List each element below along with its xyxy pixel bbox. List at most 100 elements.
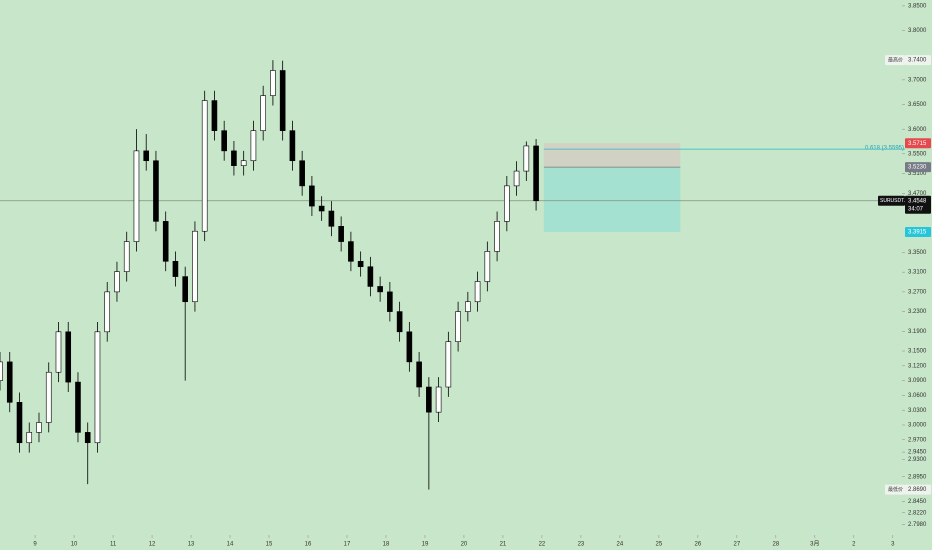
candle-body	[426, 386, 432, 413]
y-tick-label: 2.9300	[908, 457, 927, 463]
y-tick-label: 3.5500	[908, 151, 927, 157]
position-entry-label: 3.5230	[908, 165, 927, 171]
candle-body	[45, 371, 52, 423]
x-tick-label: 14	[227, 542, 234, 548]
low_marker-title: 最低价	[888, 486, 903, 493]
position-target-label: 3.3915	[908, 230, 927, 236]
y-tick-label: 3.8000	[908, 28, 927, 34]
candle-body	[172, 261, 179, 277]
candle-body	[357, 261, 364, 268]
candle-body	[250, 130, 257, 162]
y-tick-label: 3.3100	[908, 270, 927, 276]
y-tick-label: 2.8450	[908, 499, 927, 505]
x-tick-label: 15	[266, 542, 273, 548]
candle-body	[367, 266, 374, 287]
x-tick-label: 11	[110, 542, 117, 548]
fib-label: 0.618 (3.5595)	[865, 146, 904, 152]
candle-body	[455, 311, 461, 342]
x-tick-label: 16	[305, 542, 312, 548]
y-tick-label: 3.4700	[908, 191, 927, 197]
candle-body	[133, 150, 140, 242]
y-tick-label: 3.1900	[908, 329, 927, 335]
candle-body	[84, 432, 91, 444]
candle-body	[6, 361, 13, 403]
high_marker-box	[905, 55, 931, 66]
y-tick-label: 2.9700	[908, 437, 927, 443]
candle-body	[435, 386, 442, 413]
last-price-label: 3.4548	[908, 198, 927, 204]
low_marker-title-box	[885, 484, 905, 495]
candle-body	[201, 100, 208, 232]
candle-body	[192, 230, 198, 303]
candle-body	[26, 432, 33, 444]
candle-body	[494, 221, 500, 252]
y-tick-label: 2.7980	[908, 522, 927, 528]
y-tick-label: 3.0900	[908, 378, 927, 384]
high_marker-title: 最高价	[888, 56, 903, 63]
countdown: 34:07	[908, 206, 924, 212]
position-entry-box	[905, 162, 931, 173]
position-target-box	[905, 226, 931, 237]
candle-body	[445, 341, 452, 388]
x-tick-label: 22	[539, 542, 546, 548]
y-tick-label: 3.5100	[908, 171, 927, 177]
candle-body	[513, 170, 520, 187]
candle-body	[416, 361, 422, 388]
candle-body	[240, 160, 247, 166]
candle-body	[504, 185, 510, 222]
x-tick-label: 20	[461, 542, 468, 548]
x-tick-label: 27	[734, 542, 741, 548]
high_marker-label: 3.7400	[908, 58, 927, 64]
candle-body	[221, 130, 227, 152]
y-tick-label: 3.3500	[908, 250, 927, 256]
y-tick-label: 2.9450	[908, 450, 927, 456]
target-zone	[543, 167, 681, 232]
x-tick-label: 24	[617, 542, 624, 548]
candle-body	[36, 422, 42, 433]
y-tick-label: 3.0300	[908, 408, 927, 414]
y-tick-label: 2.8950	[908, 474, 927, 480]
y-tick-label: 3.1200	[908, 363, 927, 369]
symbol-label: SURUSDT.P	[880, 198, 909, 204]
x-tick-label: 2	[852, 542, 856, 548]
y-tick-label: 3.2300	[908, 309, 927, 315]
x-tick-label: 17	[344, 542, 351, 548]
y-tick-label: 3.7000	[908, 77, 927, 83]
y-tick-label: 3.0000	[908, 423, 927, 429]
candle-body	[16, 402, 23, 444]
low_marker-label: 2.8690	[908, 487, 927, 493]
candle-body	[387, 291, 393, 312]
y-tick-label: 3.6500	[908, 102, 927, 108]
candle-body	[65, 331, 72, 383]
candle-body	[484, 251, 491, 282]
candle-body	[465, 301, 471, 312]
candle-body	[279, 70, 286, 131]
candle-body	[143, 150, 150, 162]
last-price-box	[905, 195, 931, 214]
candle-body	[406, 331, 413, 363]
high_marker-title-box	[885, 55, 905, 66]
candle-body	[474, 281, 481, 303]
position-stop-box	[905, 138, 931, 149]
candle-body	[377, 286, 383, 293]
low_marker-box	[905, 484, 931, 495]
x-tick-label: 3	[891, 542, 895, 548]
candle-body	[104, 291, 111, 333]
x-tick-label: 21	[500, 542, 507, 548]
candle-body	[211, 100, 218, 131]
x-tick-label: 9	[33, 542, 37, 548]
x-tick-label: 13	[188, 542, 195, 548]
candle-body	[0, 361, 3, 381]
x-tick-label: 12	[149, 542, 156, 548]
y-tick-label: 3.2700	[908, 289, 927, 295]
candle-body	[55, 331, 62, 373]
x-tick-label: 18	[383, 542, 390, 548]
candle-body	[523, 145, 530, 172]
candle-body	[162, 221, 169, 262]
y-tick-label: 3.1500	[908, 349, 927, 355]
y-tick-label: 3.6000	[908, 127, 927, 133]
candle-body	[94, 331, 101, 444]
